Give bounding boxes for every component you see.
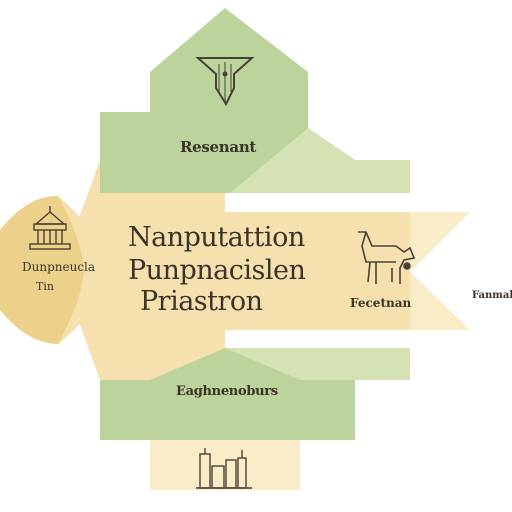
- right-section-label: Fecetnan: [350, 296, 412, 310]
- fountain-pen-icon: [195, 57, 255, 107]
- temple-icon: [29, 206, 71, 250]
- horse-icon: [358, 231, 416, 284]
- center-title-line-1: Nanputattion: [128, 222, 305, 253]
- city-skyline-icon: [196, 448, 252, 489]
- top-pentagon-highlight: [230, 128, 410, 193]
- far-right-label: Fanmalicas: [472, 290, 512, 301]
- right-pointer-shape: [410, 212, 470, 330]
- left-section-label-2: Tin: [36, 280, 54, 293]
- left-section-label-1: Dunpneucla: [22, 260, 96, 274]
- center-title-line-2: Punpnacislen: [128, 255, 306, 286]
- bottom-section-label: Eaghnenoburs: [176, 384, 278, 399]
- center-arrow-shape: [60, 160, 470, 380]
- bottom-section-highlight: [225, 348, 410, 380]
- center-title-line-3: Priastron: [140, 286, 263, 317]
- bottom-cap-shape: [150, 440, 300, 490]
- top-section-label: Resenant: [180, 138, 257, 156]
- left-diamond-highlight: [58, 196, 112, 344]
